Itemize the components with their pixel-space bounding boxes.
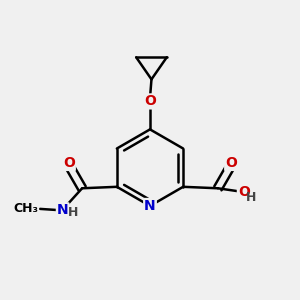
Text: N: N	[57, 203, 68, 218]
Text: O: O	[225, 156, 237, 170]
Text: CH₃: CH₃	[14, 202, 38, 215]
Text: O: O	[238, 185, 250, 199]
Text: H: H	[246, 190, 256, 204]
Text: H: H	[68, 206, 79, 219]
Text: O: O	[63, 156, 75, 170]
Text: O: O	[144, 94, 156, 108]
Text: N: N	[144, 199, 156, 213]
